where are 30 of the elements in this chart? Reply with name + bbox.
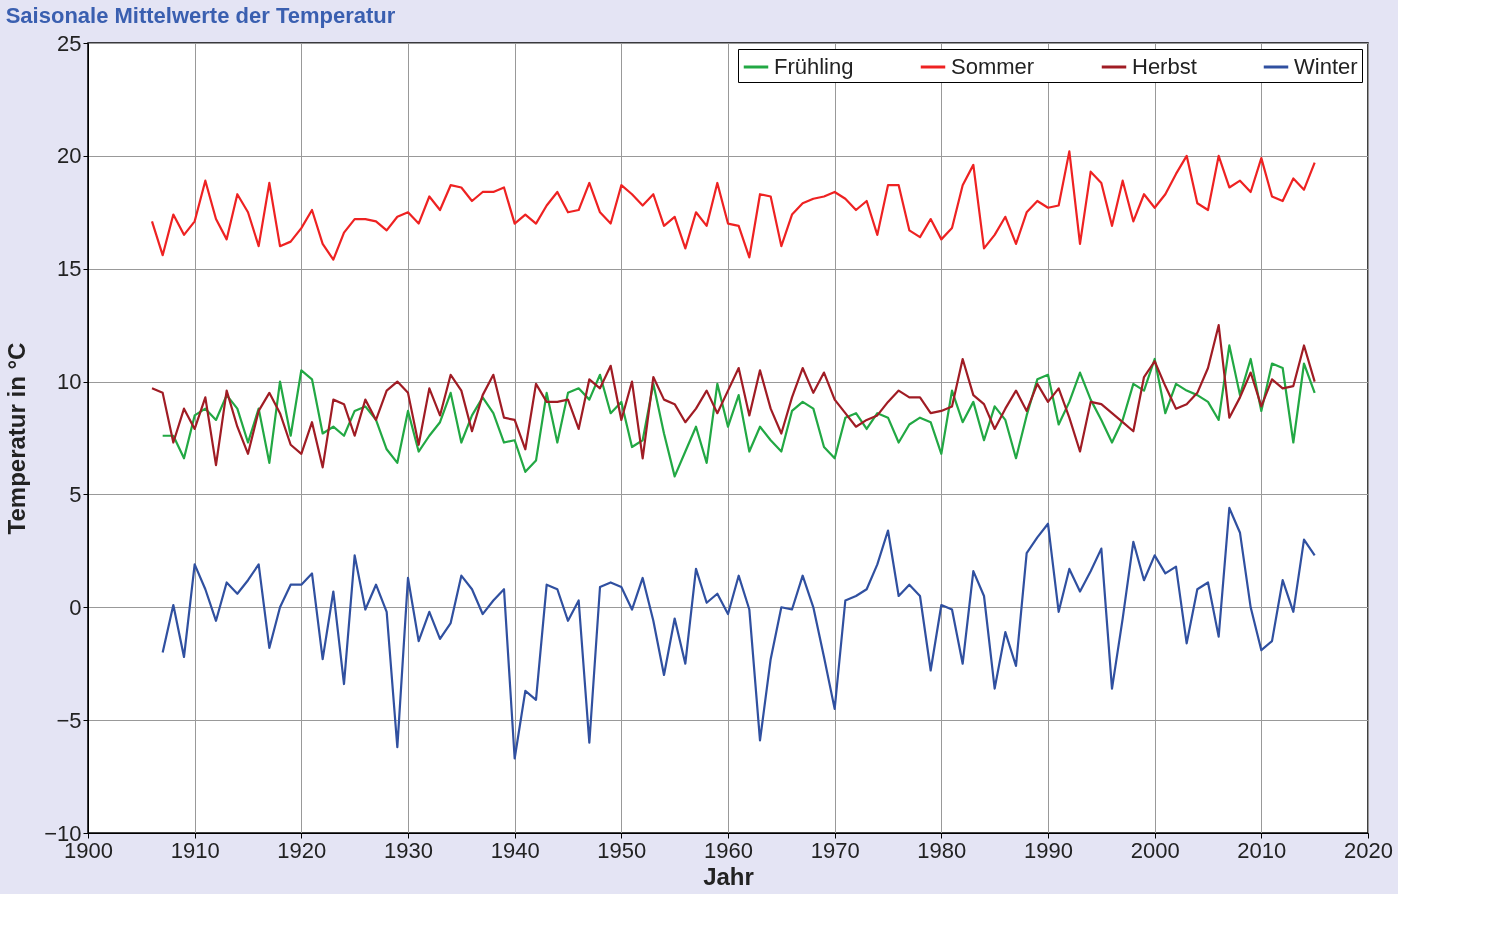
legend-label: Sommer — [951, 54, 1035, 79]
y-tick-label: 0 — [69, 594, 82, 620]
legend-label: Winter — [1294, 54, 1358, 79]
y-tick-label: −5 — [56, 707, 82, 733]
x-tick-label: 2000 — [1130, 837, 1180, 863]
x-tick-label: 2020 — [1344, 837, 1393, 863]
x-axis-title: Jahr — [703, 862, 754, 890]
y-tick-label: 15 — [57, 256, 82, 282]
x-tick-label: 1910 — [170, 837, 220, 863]
x-tick-label: 1940 — [490, 837, 540, 863]
y-axis-title: Temperatur in °C — [3, 342, 31, 535]
line-series — [161, 344, 1316, 478]
x-tick-label: 1980 — [917, 837, 967, 863]
x-tick-label: 1930 — [384, 837, 433, 863]
y-tick-label: 20 — [57, 143, 82, 169]
line-series — [150, 324, 1316, 469]
x-tick-label: 1990 — [1024, 837, 1073, 863]
x-tick-label: 1920 — [277, 837, 327, 863]
x-tick-label: 2010 — [1237, 837, 1287, 863]
chart-title: Saisonale Mittelwerte der Temperatur — [5, 3, 396, 28]
line-series — [161, 506, 1316, 760]
legend-label: Frühling — [774, 54, 854, 79]
x-tick-label: 1970 — [810, 837, 860, 863]
y-tick-label: 10 — [57, 369, 82, 395]
legend-label: Herbst — [1132, 54, 1197, 79]
x-tick-label: 1960 — [704, 837, 753, 863]
x-tick-label: 1950 — [597, 837, 647, 863]
y-tick-label: 5 — [69, 481, 82, 507]
y-tick-label: 25 — [57, 30, 82, 56]
line-series — [150, 150, 1316, 261]
